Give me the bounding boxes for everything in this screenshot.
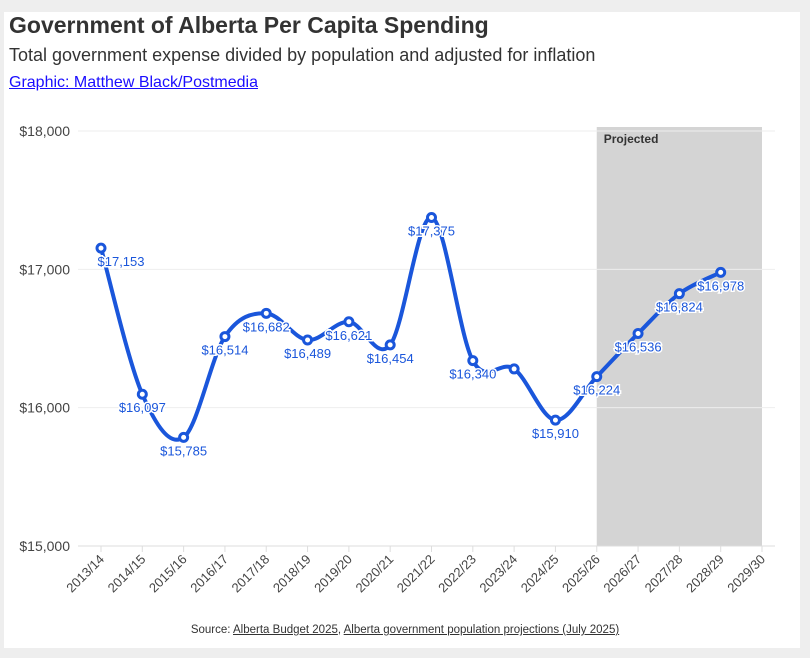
data-label: $15,785	[160, 443, 207, 458]
data-label: $16,514	[201, 343, 248, 358]
x-tick-label: 2016/17	[187, 552, 231, 596]
credit-link[interactable]: Graphic: Matthew Black/Postmedia	[9, 74, 258, 91]
data-point	[508, 363, 520, 375]
data-point	[219, 331, 231, 343]
x-tick-label: 2026/27	[600, 552, 644, 596]
data-label: $16,536	[615, 340, 662, 355]
projected-label: Projected	[604, 132, 659, 146]
data-label: $16,824	[656, 300, 703, 315]
data-point	[178, 431, 190, 443]
data-point	[136, 388, 148, 400]
data-point	[384, 339, 396, 351]
projected-band	[596, 127, 762, 546]
data-point	[673, 288, 685, 300]
y-tick-label: $16,000	[19, 400, 70, 416]
data-point	[549, 414, 561, 426]
data-label: $16,454	[367, 351, 414, 366]
x-tick-label: 2029/30	[724, 552, 768, 596]
data-point	[260, 307, 272, 319]
source-separator: ,	[337, 624, 344, 636]
chart-title: Government of Alberta Per Capita Spendin…	[9, 12, 489, 38]
data-label: $16,489	[284, 346, 331, 361]
data-label: $17,375	[408, 223, 455, 238]
x-tick-label: 2023/24	[476, 552, 520, 596]
source-link-budget[interactable]: Alberta Budget 2025	[233, 624, 338, 636]
x-tick-label: 2021/22	[394, 552, 438, 596]
data-label: $16,097	[119, 400, 166, 415]
chart-subtitle: Total government expense divided by popu…	[9, 45, 596, 65]
x-tick-label: 2028/29	[683, 552, 727, 596]
data-label: $16,621	[325, 328, 372, 343]
y-tick-label: $18,000	[19, 123, 70, 139]
data-label: $16,978	[697, 278, 744, 293]
x-tick-label: 2024/25	[518, 552, 562, 596]
data-point	[302, 334, 314, 346]
data-label: $16,340	[449, 367, 496, 382]
x-tick-label: 2027/28	[642, 552, 686, 596]
data-label: $17,153	[98, 254, 145, 269]
y-tick-label: $17,000	[19, 261, 70, 277]
data-label: $16,224	[573, 383, 620, 398]
x-tick-label: 2019/20	[311, 552, 355, 596]
x-tick-label: 2015/16	[146, 552, 190, 596]
data-point	[426, 211, 437, 223]
data-point	[591, 371, 603, 383]
data-point	[95, 242, 107, 254]
x-tick-label: 2014/15	[105, 552, 149, 596]
x-tick-label: 2018/19	[270, 552, 314, 596]
y-tick-label: $15,000	[19, 538, 70, 554]
source-note: Source: Alberta Budget 2025, Alberta gov…	[0, 624, 810, 636]
x-tick-label: 2020/21	[352, 552, 396, 596]
data-label: $16,682	[243, 319, 290, 334]
x-tick-label: 2013/14	[63, 552, 107, 596]
x-tick-label: 2022/23	[435, 552, 479, 596]
x-tick-label: 2017/18	[229, 552, 273, 596]
data-label: $15,910	[532, 426, 579, 441]
data-point	[343, 316, 355, 328]
source-link-population[interactable]: Alberta government population projection…	[343, 624, 620, 636]
data-point	[715, 266, 727, 278]
data-point	[632, 328, 644, 340]
source-prefix: Source:	[190, 624, 234, 636]
data-point	[467, 355, 479, 367]
x-tick-label: 2025/26	[559, 552, 603, 596]
